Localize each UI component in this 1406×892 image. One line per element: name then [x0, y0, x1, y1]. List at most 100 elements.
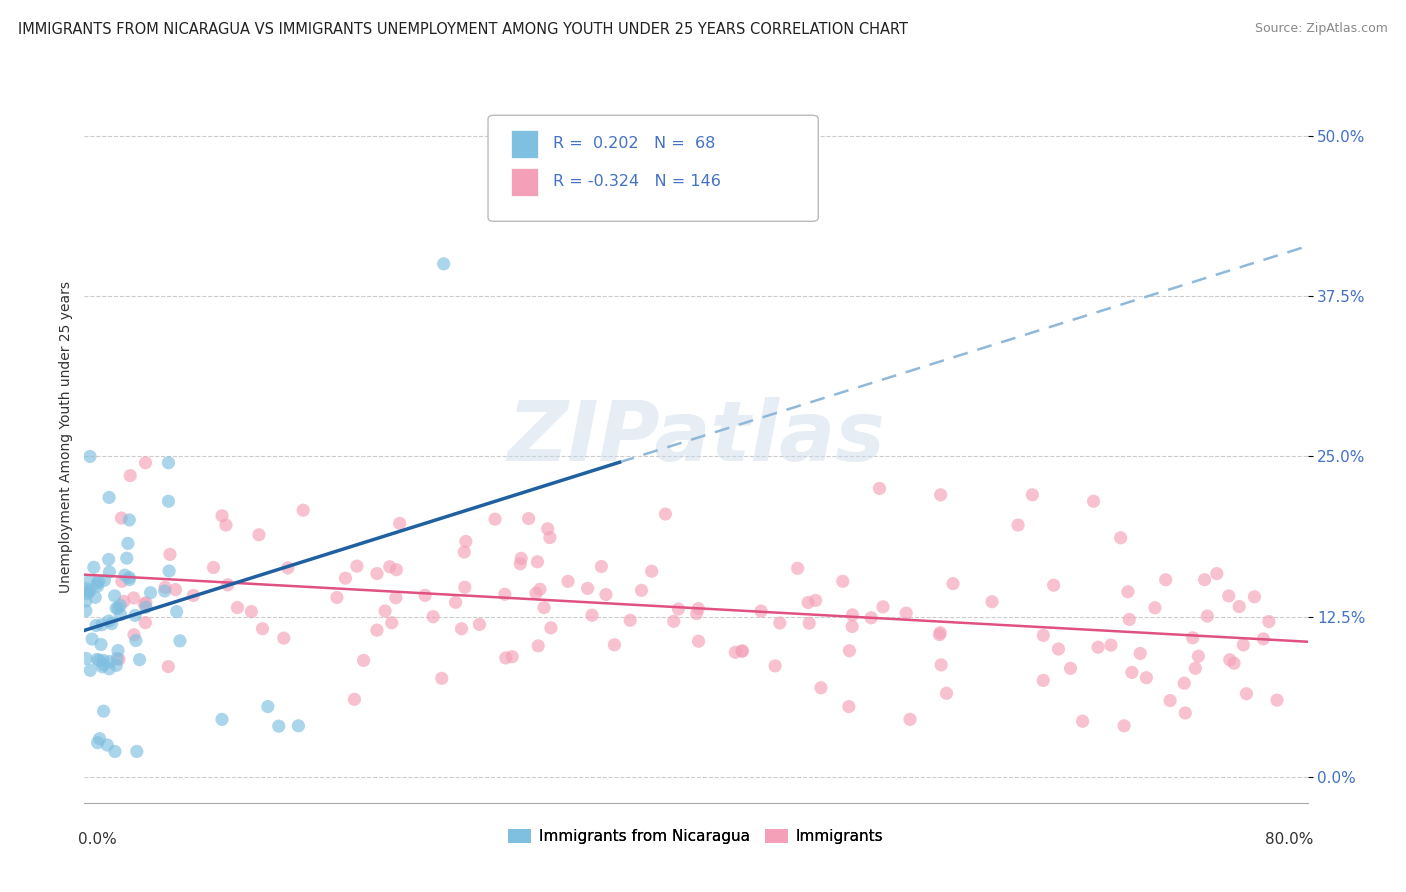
Point — [1116, 584, 1139, 599]
Point — [527, 639, 550, 653]
Point — [831, 574, 853, 589]
Point — [841, 619, 863, 633]
Text: 0.0%: 0.0% — [79, 832, 117, 847]
Point — [603, 638, 626, 652]
Point — [202, 560, 225, 574]
Legend: Immigrants from Nicaragua, Immigrants: Immigrants from Nicaragua, Immigrants — [502, 822, 890, 850]
Point — [1184, 661, 1206, 675]
Point — [838, 644, 860, 658]
Point — [526, 555, 548, 569]
Point — [688, 601, 710, 615]
Point — [120, 468, 142, 483]
Point — [1159, 693, 1181, 707]
Point — [430, 671, 453, 685]
Point — [1087, 640, 1109, 655]
Point — [366, 566, 388, 581]
Point — [685, 607, 707, 621]
Point — [125, 744, 148, 758]
Point — [240, 605, 263, 619]
Point — [838, 699, 860, 714]
Point — [97, 552, 120, 566]
Point — [1227, 599, 1250, 614]
Point — [93, 657, 115, 672]
Point — [454, 580, 477, 594]
Point — [267, 719, 290, 733]
Point — [97, 614, 120, 628]
Point — [385, 591, 408, 605]
Point — [100, 616, 122, 631]
Point — [1121, 665, 1143, 680]
Point — [1243, 590, 1265, 604]
Point — [928, 627, 950, 641]
Text: Source: ZipAtlas.com: Source: ZipAtlas.com — [1254, 22, 1388, 36]
Text: R =  0.202   N =  68: R = 0.202 N = 68 — [553, 136, 716, 152]
Point — [731, 644, 754, 658]
Point — [1109, 531, 1132, 545]
Point — [257, 699, 280, 714]
Point — [117, 536, 139, 550]
Point — [75, 594, 97, 608]
Point — [353, 653, 375, 667]
Point — [1032, 628, 1054, 642]
Point — [413, 588, 436, 602]
Point — [1197, 609, 1219, 624]
Point — [433, 257, 456, 271]
Point — [83, 560, 105, 574]
Point — [1181, 631, 1204, 645]
Point — [749, 604, 772, 618]
Point — [157, 456, 180, 470]
Point — [1236, 687, 1258, 701]
Point — [125, 633, 148, 648]
Point — [98, 662, 121, 676]
Point — [153, 584, 176, 599]
Point — [898, 712, 921, 726]
FancyBboxPatch shape — [512, 168, 538, 195]
Point — [1194, 573, 1216, 587]
Point — [226, 600, 249, 615]
Text: 80.0%: 80.0% — [1265, 832, 1313, 847]
Point — [98, 565, 121, 579]
Point — [1232, 638, 1254, 652]
Point — [105, 601, 128, 615]
Point — [215, 518, 238, 533]
Point — [134, 597, 156, 611]
Point — [510, 551, 533, 566]
Point — [841, 607, 863, 622]
Point — [79, 584, 101, 599]
Point — [444, 595, 467, 609]
Point — [346, 559, 368, 574]
Point — [91, 659, 114, 673]
Point — [157, 564, 180, 578]
Point — [810, 681, 832, 695]
Point — [450, 622, 472, 636]
Point — [668, 602, 690, 616]
Point — [86, 652, 108, 666]
Point — [107, 643, 129, 657]
Point — [153, 580, 176, 594]
Point — [159, 548, 181, 562]
Point — [942, 576, 965, 591]
Point — [688, 634, 710, 648]
Point — [1265, 693, 1288, 707]
Point — [169, 633, 191, 648]
Point — [118, 513, 141, 527]
Point — [1253, 632, 1275, 646]
Point — [537, 522, 560, 536]
Point — [468, 617, 491, 632]
Point — [929, 625, 952, 640]
Point — [166, 605, 188, 619]
Point — [111, 574, 134, 589]
Point — [135, 456, 157, 470]
Point — [1118, 612, 1140, 626]
Point — [1099, 638, 1122, 652]
Point — [366, 623, 388, 637]
Point — [128, 652, 150, 666]
Text: R = -0.324   N = 146: R = -0.324 N = 146 — [553, 174, 721, 189]
Point — [181, 589, 204, 603]
Point — [90, 638, 112, 652]
Point — [89, 731, 111, 746]
Point — [135, 596, 157, 610]
Point — [122, 628, 145, 642]
Point — [654, 507, 676, 521]
Point — [1129, 647, 1152, 661]
